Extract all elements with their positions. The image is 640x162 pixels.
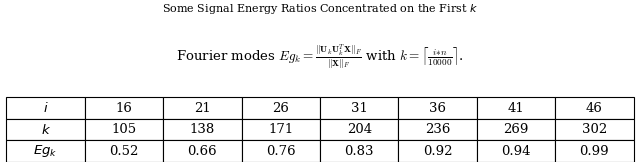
Text: Some Signal Energy Ratios Concentrated on the First $k$: Some Signal Energy Ratios Concentrated o… xyxy=(162,2,478,16)
Text: Fourier modes $Eg_k = \frac{\|\mathbf{U}_k\mathbf{U}_k^T\mathbf{X}\|_F}{\|\mathb: Fourier modes $Eg_k = \frac{\|\mathbf{U}… xyxy=(176,42,464,71)
